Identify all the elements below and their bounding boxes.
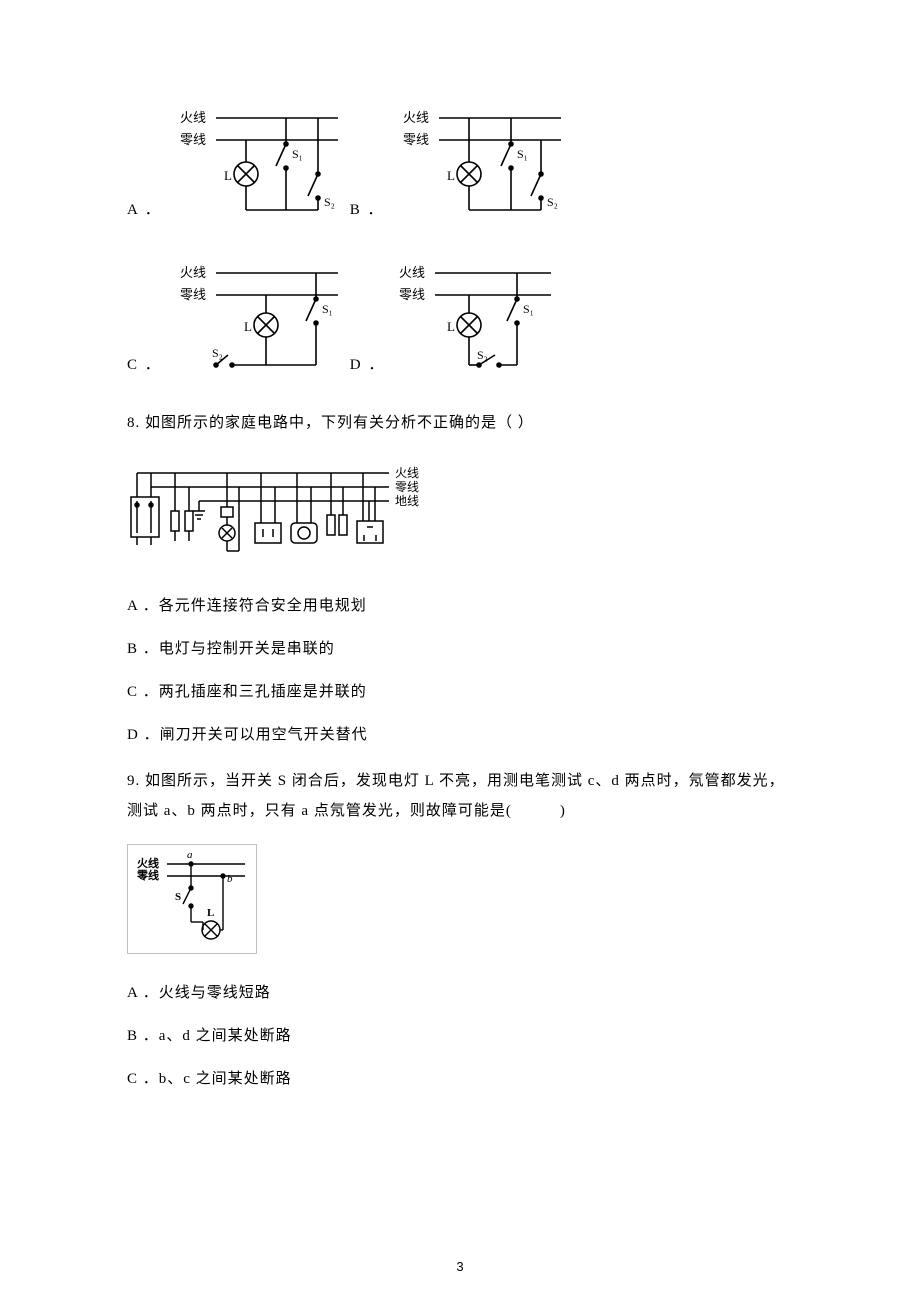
svg-text:零线: 零线 [136,868,159,882]
label-ground: 地线 [395,494,419,508]
svg-text:S₁: S₁ [523,302,534,316]
q7-row-1: A ． [127,100,793,225]
svg-text:S: S [175,891,181,903]
svg-text:零线: 零线 [180,287,206,302]
svg-text:火线: 火线 [399,265,425,280]
q7-label-b: B ． [350,198,385,225]
label-neutral: 零线 [395,480,419,494]
q7-label-d: D ． [350,353,386,380]
svg-text:火线: 火线 [403,110,429,125]
label-live: 火线 [395,466,419,480]
q7-option-d: D ． [350,255,552,380]
q9-option-c: C ．b、c 之间某处断路 [127,1067,793,1088]
svg-text:b: b [227,873,233,885]
label-live: 火线 [180,110,206,125]
q7-diagram-a: 火线 零线 L S₁ S₂ [168,100,338,225]
q9-option-b: B ．a、d 之间某处断路 [127,1024,793,1045]
q7-option-c: C ． [127,255,338,380]
svg-text:a: a [187,849,193,861]
svg-text:L: L [447,168,455,183]
svg-text:零线: 零线 [399,287,425,302]
q9-diagram: 火线 零线 a b S L [127,844,793,959]
label-s2: S₂ [324,195,335,209]
q8-option-b: B ．电灯与控制开关是串联的 [127,637,793,658]
q9-stem-line2: 测试 a、b 两点时，只有 a 点氖管发光，则故障可能是( ) [127,796,793,826]
label-s1: S₁ [292,147,303,161]
q9-stem-line1: 9. 如图所示，当开关 S 闭合后，发现电灯 L 不亮，用测电笔测试 c、d 两… [127,766,793,796]
svg-text:零线: 零线 [403,132,429,147]
svg-text:L: L [244,319,252,334]
q7-diagram-b: 火线 零线 L S₁ S₂ [391,100,561,225]
label-neutral: 零线 [180,132,206,147]
page-number: 3 [0,1259,920,1274]
label-lamp: L [224,168,232,183]
q7-option-b: B ． [350,100,561,225]
q8-diagram: 火线 零线 地线 [127,457,793,572]
q9-stem: 9. 如图所示，当开关 S 闭合后，发现电灯 L 不亮，用测电笔测试 c、d 两… [127,766,793,826]
svg-text:S₁: S₁ [322,302,333,316]
svg-text:火线: 火线 [180,265,206,280]
svg-text:S₂: S₂ [212,346,223,360]
q8-option-c: C ．两孔插座和三孔插座是并联的 [127,680,793,701]
q8-option-a: A ．各元件连接符合安全用电规划 [127,594,793,615]
q7-diagram-d: 火线 零线 L S₁ S₂ [391,255,551,380]
q8-stem: 8. 如图所示的家庭电路中，下列有关分析不正确的是（ ） [127,410,793,437]
svg-text:火线: 火线 [137,856,159,870]
svg-text:L: L [207,907,214,919]
q7-label-c: C ． [127,353,162,380]
q8-option-d: D ．闸刀开关可以用空气开关替代 [127,723,793,744]
q7-option-a: A ． [127,100,338,225]
q7-diagram-c: 火线 零线 L S₁ S₂ [168,255,338,380]
svg-text:L: L [447,319,455,334]
svg-text:S₂: S₂ [547,195,558,209]
q7-label-a: A ． [127,198,162,225]
q7-row-2: C ． [127,255,793,380]
q9-option-a: A ．火线与零线短路 [127,981,793,1002]
svg-text:S₂: S₂ [477,348,488,362]
svg-text:S₁: S₁ [517,147,528,161]
